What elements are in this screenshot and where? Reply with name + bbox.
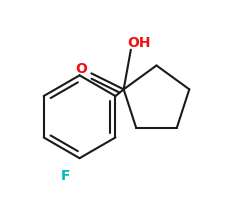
Text: O: O <box>76 62 87 76</box>
Text: OH: OH <box>127 36 150 50</box>
Text: F: F <box>61 169 71 183</box>
